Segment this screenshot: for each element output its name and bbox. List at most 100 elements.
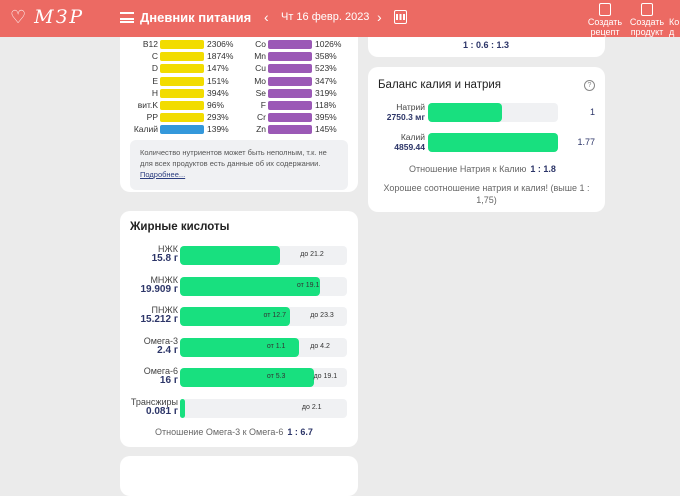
- logo[interactable]: ♡ МЗР: [10, 6, 84, 28]
- fatty-acid-name: Трансжиры: [130, 396, 178, 407]
- na-k-ratio: Отношение Натрия к Калию 1 : 1.8: [409, 164, 556, 174]
- fatty-acid-value: 0.081 г: [146, 405, 178, 417]
- nutrient-percent: 1026%: [315, 39, 342, 49]
- nutrient-bar: [160, 88, 204, 98]
- mineral-row: Cr 395%: [240, 112, 358, 123]
- nutrient-bar: [268, 88, 312, 98]
- label: Ко: [669, 17, 680, 27]
- nutrient-name: Se: [255, 87, 266, 98]
- vitamin-row: PP 293%: [120, 112, 240, 123]
- nutrient-percent: 96%: [207, 100, 225, 110]
- balance-value: 4859.44: [394, 142, 425, 152]
- fatty-acid-track: от 1.1 до 4.2: [180, 337, 347, 357]
- nutrient-bar: [160, 76, 204, 86]
- fatty-acid-label: ПНЖК 15.212 г: [140, 305, 178, 325]
- macro-ratio: 1 : 0.6 : 1.3: [463, 40, 510, 50]
- ratio-value: 1 : 1.8: [530, 164, 556, 174]
- label: Создать: [587, 17, 623, 27]
- mineral-row: F 118%: [240, 100, 358, 111]
- create-recipe-button[interactable]: Создать рецепт: [584, 3, 626, 37]
- nutrient-bar: [268, 40, 312, 49]
- nutrient-percent: 147%: [207, 63, 229, 74]
- nutrient-name: Cu: [255, 63, 266, 74]
- nutrient-percent: 347%: [315, 75, 337, 86]
- create-product-button[interactable]: Создать продукт: [626, 3, 668, 37]
- mineral-row: Se 319%: [240, 88, 358, 99]
- next-card: [120, 456, 358, 496]
- nutrient-percent: 151%: [207, 75, 229, 86]
- hamburger-icon: [120, 12, 134, 23]
- nutrient-name: PP: [146, 112, 158, 123]
- nutrient-bar: [160, 125, 204, 135]
- balance-track: [428, 133, 558, 152]
- current-date[interactable]: Чт 16 февр. 2023: [281, 11, 370, 23]
- fatty-acid-row: МНЖК 19.909 г от 19.1: [120, 275, 358, 299]
- nutrient-percent: 1874%: [207, 51, 234, 62]
- fatty-acid-fill: [180, 337, 299, 357]
- nutrient-bar: [268, 113, 312, 123]
- calendar-icon[interactable]: [394, 10, 407, 24]
- balance-fill: [428, 103, 503, 122]
- nutrient-name: Cr: [257, 112, 266, 123]
- nutrient-name: Co: [255, 39, 266, 49]
- vitamin-row: D 147%: [120, 63, 240, 74]
- fatty-acid-name: НЖК: [157, 244, 178, 254]
- nutrient-name: Zn: [256, 124, 266, 135]
- balance-ratio: 1.77: [577, 137, 595, 147]
- fatty-acid-label: НЖК 15.8 г: [152, 244, 178, 264]
- nutrient-percent: 118%: [315, 100, 337, 110]
- nutrient-bar: [160, 64, 204, 74]
- menu-button[interactable]: Дневник питания: [120, 10, 251, 25]
- min-marker: от 19.1: [296, 281, 320, 289]
- fatty-acids-title: Жирные кислоты: [130, 221, 230, 233]
- fatty-acid-row: Омега-3 2.4 г от 1.1 до 4.2: [120, 336, 358, 360]
- mineral-row: Mo 347%: [240, 76, 358, 87]
- help-icon[interactable]: ?: [584, 80, 595, 91]
- nutrient-bar: [160, 101, 204, 110]
- fatty-acid-row: НЖК 15.8 г до 21.2: [120, 244, 358, 268]
- nutrient-bar: [160, 113, 204, 123]
- fatty-acid-fill: [180, 398, 185, 418]
- nutrient-bar: [268, 64, 312, 74]
- fatty-acid-track: от 5.3 до 19.1: [180, 368, 347, 387]
- fatty-acid-value: 2.4 г: [157, 344, 178, 356]
- fatty-acid-name: МНЖК: [150, 274, 178, 285]
- vitamin-row: B12 2306%: [120, 39, 240, 50]
- next-day-icon[interactable]: ›: [377, 9, 382, 25]
- fatty-acid-row: Трансжиры 0.081 г до 2.1: [120, 397, 358, 421]
- page-title: Дневник питания: [140, 10, 252, 25]
- ratio-label: Отношение Омега-3 к Омега-6: [155, 427, 284, 437]
- fatty-acid-track: от 19.1: [180, 276, 347, 296]
- nutrient-percent: 394%: [207, 87, 229, 98]
- fatty-acid-fill: [180, 246, 281, 265]
- nutrient-bar: [268, 52, 312, 62]
- incomplete-data-note: Количество нутриентов может быть неполны…: [130, 140, 348, 190]
- vitamin-row: C 1874%: [120, 51, 240, 62]
- vitamin-row: H 394%: [120, 88, 240, 99]
- heart-icon: ♡: [10, 7, 29, 28]
- min-marker: от 5.3: [266, 373, 286, 380]
- nutrient-name: Mn: [254, 51, 266, 62]
- fatty-acid-value: 15.8 г: [151, 253, 178, 264]
- balance-value: 2750.3 мг: [386, 112, 425, 122]
- vitamin-row: E 151%: [120, 76, 240, 87]
- balance-label: Калий 4859.44: [394, 132, 425, 152]
- fatty-acid-fill: [180, 276, 321, 296]
- prev-day-icon[interactable]: ‹: [264, 9, 269, 25]
- copy-day-button[interactable]: Ко д: [669, 3, 680, 37]
- product-icon: [641, 3, 653, 16]
- label: Создать: [629, 17, 665, 27]
- more-link[interactable]: Подробнее...: [140, 170, 186, 179]
- min-marker: от 12.7: [263, 312, 287, 319]
- fatty-acid-fill: [180, 307, 291, 326]
- balance-fill: [428, 133, 558, 152]
- fatty-acid-row: Омега-6 16 г от 5.3 до 19.1: [120, 366, 358, 390]
- min-marker: от 1.1: [266, 342, 286, 350]
- fatty-acid-value: 16 г: [159, 375, 178, 386]
- fatty-acid-name: Омега-6: [143, 366, 178, 376]
- fatty-acid-fill: [180, 368, 314, 387]
- recipe-icon: [599, 3, 611, 16]
- max-marker: до 2.1: [301, 403, 322, 411]
- nutrient-percent: 358%: [315, 51, 337, 62]
- max-marker: до 19.1: [313, 373, 338, 380]
